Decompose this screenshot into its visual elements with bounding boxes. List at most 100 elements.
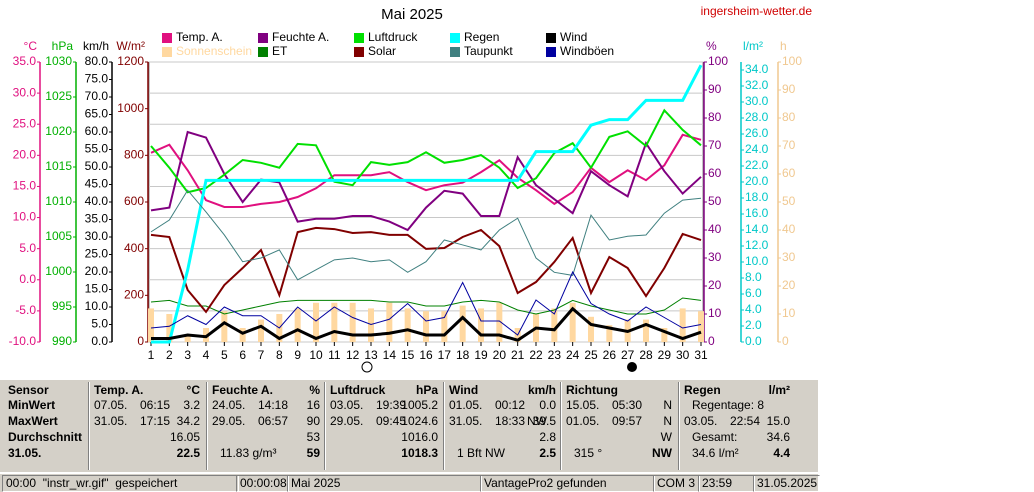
cell-date: 01.05. [566,414,600,428]
x-tick-label: 29 [658,348,672,362]
section-title: Richtung [566,383,618,397]
cell-value: Durchschnitt [8,430,83,444]
cell-value: N [663,398,672,412]
x-tick-label: 11 [328,348,341,362]
bar [606,325,613,342]
cell-note: Regentage: 8 [692,398,765,412]
section-unit: °C [186,383,200,397]
cell-value: 1024.6 [401,414,438,428]
y-tick-label: 10.0 [13,210,37,224]
legend-swatch [354,33,364,43]
section-title: Sensor [8,383,49,397]
y-tick-label: 30.0 [13,85,37,99]
y-tick-label: 25.0 [85,247,109,261]
legend-label: Windböen [560,44,614,58]
cell-value: 39.5 [532,414,556,428]
x-tick-label: 22 [529,348,543,362]
y-tick-label: 70.0 [85,89,109,103]
bar [661,328,668,342]
bar [459,305,466,342]
x-tick-label: 25 [584,348,598,362]
y-axis-unit: °C [24,39,38,53]
y-tick-label: 12.0 [745,238,769,252]
y-tick-label: 50.0 [85,159,109,173]
legend-swatch [450,33,460,43]
legend-label: Solar [368,44,396,58]
legend-swatch [354,47,364,57]
x-tick-label: 8 [276,348,283,362]
y-tick-label: 75.0 [85,72,109,86]
separator [678,382,680,470]
y-tick-label: 10.0 [745,254,769,268]
cell-note: 34.6 l/m² [692,446,739,460]
x-tick-label: 15 [401,348,415,362]
section-unit: l/m² [768,383,790,397]
y-tick-label: 60 [782,166,796,180]
y-tick-label: 1000 [117,101,144,115]
y-tick-label: 22.0 [745,158,769,172]
status-cell: 00:00 "instr_wr.gif" gespeichert [2,475,239,492]
plot-area [148,61,704,343]
y-axis-unit: % [706,39,717,53]
cell-note: 11.83 g/m³ [220,446,277,460]
y-axis-unit: W/m² [116,39,145,53]
x-tick-label: 3 [184,348,191,362]
y-tick-label: 40 [782,222,796,236]
separator [88,382,90,470]
y-tick-label: 5.0 [19,241,36,255]
cell-value: 15.0 [766,414,790,428]
y-tick-label: 25.0 [13,116,37,130]
legend-label: Taupunkt [464,44,513,58]
separator [206,382,208,470]
x-tick-label: 28 [639,348,653,362]
bar [258,319,264,342]
cell-date: 24.05. [212,398,246,412]
y-tick-label: 15.0 [85,282,109,296]
y-tick-label: 90 [782,82,796,96]
x-tick-label: 19 [474,348,488,362]
cell-time: 09:57 [612,414,643,428]
cell-value: MinWert [8,398,56,412]
x-tick-label: 5 [221,348,228,362]
cell-time: 14:18 [258,398,289,412]
section-title: Regen [684,383,721,397]
bar [423,311,429,342]
y-tick-label: -5.0 [15,303,36,317]
cell-date: 31.05. [94,414,128,428]
cell-date: 01.05. [449,398,483,412]
y-tick-label: 995 [52,299,72,313]
line [150,130,702,232]
bar [349,302,356,342]
cell-time: 17:15 [140,414,171,428]
cell-date: 03.05. [330,398,364,412]
y-tick-label: 20.0 [85,264,109,278]
line [150,133,702,208]
cell-value: 2.5 [539,446,556,460]
y-tick-label: 30.0 [85,229,109,243]
y-tick-label: 80 [708,110,722,124]
bar [239,328,246,342]
y-axis-unit: km/h [83,39,109,53]
line [150,270,702,336]
y-tick-label: 24.0 [745,142,769,156]
separator [560,382,562,470]
y-tick-label: 20.0 [745,174,769,188]
cell-value: 34.6 [766,430,790,444]
x-tick-label: 24 [566,348,580,362]
y-tick-label: 8.0 [745,270,762,284]
section-title: Temp. A. [94,383,144,397]
y-tick-label: 1005 [45,229,72,243]
y-tick-label: 400 [124,241,144,255]
cell-value: 2.8 [539,430,556,444]
y-tick-label: 14.0 [745,222,769,236]
bar [368,308,374,342]
y-axis-unit: hPa [52,39,74,53]
chart-title: Mai 2025 [381,6,443,23]
y-tick-label: 50 [708,194,722,208]
bar [679,308,686,342]
y-tick-label: 70 [782,138,796,152]
y-axis-unit: h [780,39,787,53]
y-tick-label: 0 [137,334,144,348]
source: ingersheim-wetter.de [701,4,813,18]
y-tick-label: 2.0 [745,318,762,332]
